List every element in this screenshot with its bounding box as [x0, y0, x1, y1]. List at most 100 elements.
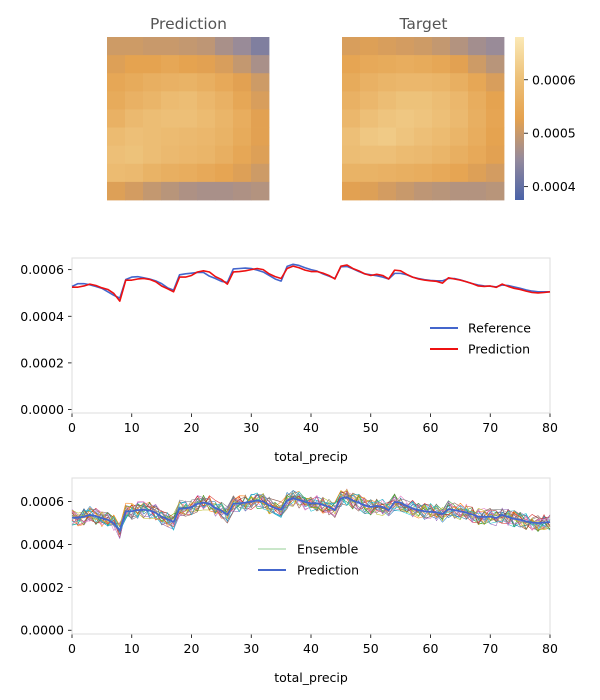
- heatmap-target-cell: [432, 181, 451, 201]
- heatmap-target-cell: [360, 91, 379, 110]
- heatmap-prediction-cell: [107, 91, 126, 110]
- heatmap-prediction-cell: [215, 163, 234, 183]
- heatmap-target-cell: [432, 55, 451, 74]
- chart1-frame: [71, 257, 551, 414]
- heatmap-target-cell: [432, 109, 451, 128]
- heatmap-prediction-cell: [179, 145, 198, 165]
- chart2-xtick-label: 10: [124, 641, 140, 656]
- chart2-ticks: 0 10 20 30 40 50 60 70 80 0.0000 0.0002 0.0004 0.000…: [20, 494, 558, 656]
- heatmap-prediction-cell: [125, 55, 144, 74]
- chart2-xtick-label: 80: [542, 641, 558, 656]
- chart1-ticks: 0 10 20 30 40 50 60 70 80 0.0000 0.0002 0.0004 0.000…: [20, 262, 558, 435]
- chart1-xtick-label: 50: [363, 420, 379, 435]
- legend-reference-label: Reference: [468, 321, 531, 336]
- heatmap-target-cell: [432, 73, 451, 92]
- legend-prediction2-label: Prediction: [297, 563, 359, 578]
- heatmap-target-cell: [450, 181, 469, 201]
- heatmap-prediction-cell: [125, 109, 144, 128]
- heatmap-target-cell: [360, 145, 379, 165]
- heatmap-target-cell: [360, 55, 379, 74]
- heatmap-target-cell: [414, 55, 433, 74]
- chart1-xtick-label: 70: [482, 420, 498, 435]
- heatmap-prediction-cell: [161, 73, 180, 92]
- heatmap-prediction-cell: [233, 145, 252, 165]
- chart1-xtick-label: 60: [423, 420, 439, 435]
- chart1-lines: [71, 263, 551, 302]
- chart2-xtick-label: 50: [363, 641, 379, 656]
- heatmap-prediction-cell: [215, 91, 234, 110]
- heatmap-target-cell: [468, 91, 487, 110]
- heatmap-prediction-cell: [215, 55, 234, 74]
- chart2-ensemble-lines: [71, 488, 551, 539]
- chart1-xtick-label: 80: [542, 420, 558, 435]
- heatmap-prediction-cell: [179, 55, 198, 74]
- heatmap-prediction-cell: [251, 127, 270, 147]
- chart1-xtick-label: 10: [124, 420, 140, 435]
- heatmap-prediction-cell: [233, 55, 252, 74]
- heatmap-target-cell: [378, 145, 397, 165]
- heatmap-prediction-cell: [125, 37, 144, 56]
- reference-line: [71, 263, 550, 299]
- heatmap-prediction-cell: [197, 127, 216, 147]
- heatmap-prediction-cell: [143, 109, 162, 128]
- ensemble-member-line: [71, 491, 551, 533]
- heatmap-prediction-cell: [197, 73, 216, 92]
- heatmap-prediction-cell: [125, 91, 144, 110]
- heatmap-prediction-cell: [215, 145, 234, 165]
- heatmap-prediction-cell: [215, 181, 234, 201]
- heatmap-prediction-cell: [143, 181, 162, 201]
- chart2-ytick-label: 0.0004: [20, 537, 64, 552]
- chart1-xtick-label: 20: [184, 420, 200, 435]
- heatmap-target-cell: [486, 73, 505, 92]
- heatmap-prediction-cell: [197, 109, 216, 128]
- heatmap-target-cell: [396, 127, 415, 147]
- heatmap-prediction-cell: [161, 91, 180, 110]
- heatmap-prediction: [107, 37, 270, 201]
- heatmap-target-cell: [450, 55, 469, 74]
- legend-prediction-label: Prediction: [468, 342, 530, 357]
- heatmap-target-cell: [450, 73, 469, 92]
- heatmap-target-cell: [432, 37, 451, 56]
- heatmap-target-cell: [450, 109, 469, 128]
- heatmap-prediction-cell: [107, 127, 126, 147]
- heatmap-prediction-cell: [233, 37, 252, 56]
- chart1-legend: Reference Prediction: [430, 321, 531, 357]
- heatmap-target-cell: [342, 37, 361, 56]
- heatmap-target-cell: [342, 55, 361, 74]
- ensemble-member-line: [71, 492, 551, 532]
- heatmap-target-cell: [486, 127, 505, 147]
- heatmap-prediction-cell: [161, 163, 180, 183]
- colorbar-tick-label: 0.0006: [532, 72, 576, 87]
- heatmap-prediction-cell: [215, 109, 234, 128]
- heatmap-prediction-cell: [107, 109, 126, 128]
- heatmap-target-cell: [414, 163, 433, 183]
- heatmap-prediction-cell: [233, 181, 252, 201]
- heatmap-target-cell: [468, 163, 487, 183]
- heatmap-prediction-cell: [179, 91, 198, 110]
- heatmap-prediction-cell: [197, 163, 216, 183]
- colorbar: [515, 37, 524, 200]
- heatmap-prediction-cell: [215, 127, 234, 147]
- chart1-ytick-label: 0.0006: [20, 262, 64, 277]
- heatmap-target-cell: [360, 181, 379, 201]
- heatmap-target-cell: [432, 145, 451, 165]
- heatmap-prediction-cell: [251, 181, 270, 201]
- heatmap-prediction-cell: [251, 37, 270, 56]
- heatmap-target: [342, 37, 505, 201]
- heatmap-prediction-cell: [197, 37, 216, 56]
- heatmap-target-cell: [378, 73, 397, 92]
- heatmap-prediction-cell: [197, 181, 216, 201]
- heatmap-target-cell: [432, 127, 451, 147]
- heatmap-prediction-cell: [125, 145, 144, 165]
- chart2-frame: [71, 477, 551, 635]
- heatmap-target-cell: [360, 109, 379, 128]
- heatmap-target-title: Target: [399, 15, 448, 33]
- heatmap-target-cell: [396, 91, 415, 110]
- heatmap-prediction-cell: [251, 73, 270, 92]
- chart2-xtick-label: 0: [68, 641, 76, 656]
- heatmap-target-cell: [342, 109, 361, 128]
- heatmap-prediction-cell: [107, 73, 126, 92]
- chart2-xtick-label: 40: [303, 641, 319, 656]
- heatmap-target-cell: [342, 181, 361, 201]
